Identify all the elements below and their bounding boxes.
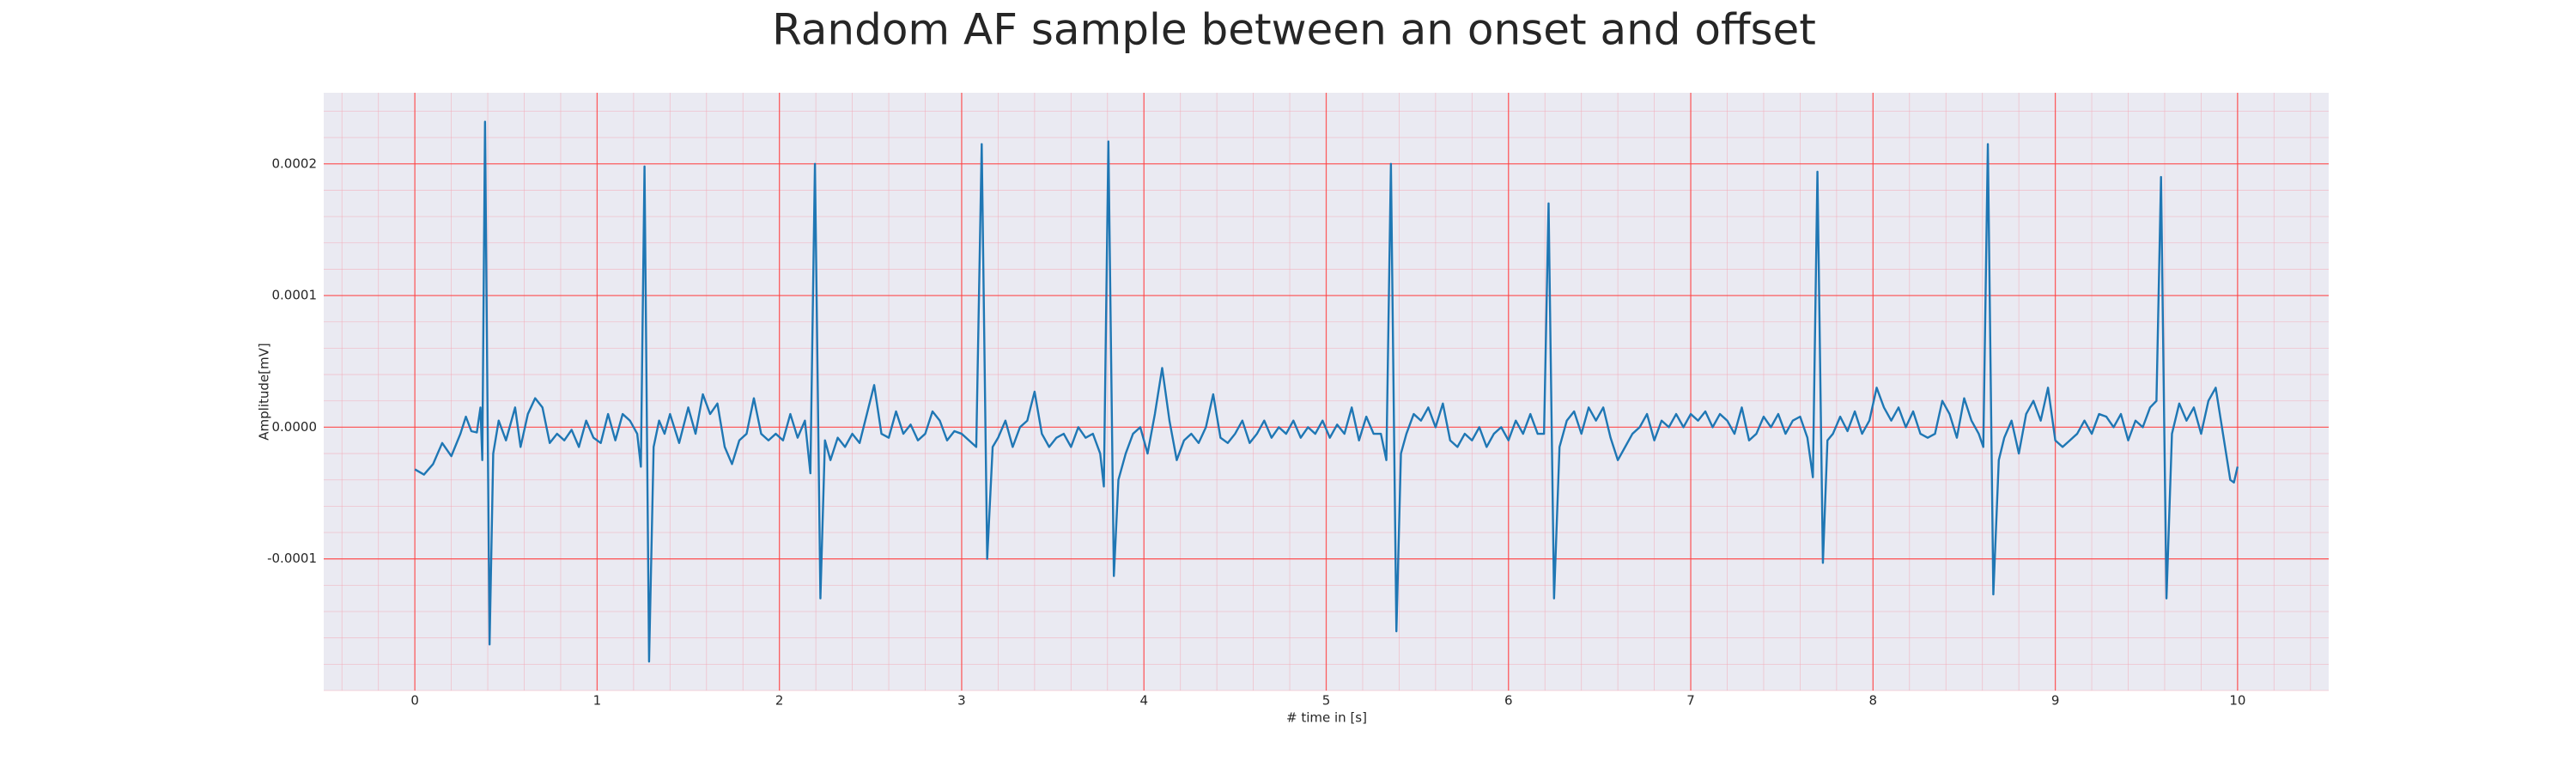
marks xyxy=(414,120,2239,663)
y-tick-label: -0.0001 xyxy=(267,551,317,566)
y-tick-label: 0.0000 xyxy=(272,419,318,435)
x-tick-label: 0 xyxy=(410,693,419,709)
x-axis-label: # time in [s] xyxy=(1286,710,1367,726)
y-axis-label: Amplitude[mV] xyxy=(257,343,272,440)
x-tick-label: 6 xyxy=(1504,693,1513,709)
x-tick-label: 7 xyxy=(1686,693,1695,709)
x-tick-label: 5 xyxy=(1322,693,1331,709)
x-tick-label: 8 xyxy=(1869,693,1878,709)
y-tick-label: 0.0001 xyxy=(272,288,318,303)
x-tick-label: 9 xyxy=(2051,693,2060,709)
chart-title: Random AF sample between an onset and of… xyxy=(772,5,1816,55)
grid xyxy=(324,93,2329,691)
x-tick-label: 10 xyxy=(2229,693,2245,709)
x-tick-label: 1 xyxy=(593,693,602,709)
y-tick-label: 0.0002 xyxy=(272,155,318,171)
x-tick-label: 2 xyxy=(775,693,784,709)
ecg-line xyxy=(414,120,2239,663)
x-tick-label: 4 xyxy=(1139,693,1148,709)
x-tick-label: 3 xyxy=(957,693,966,709)
